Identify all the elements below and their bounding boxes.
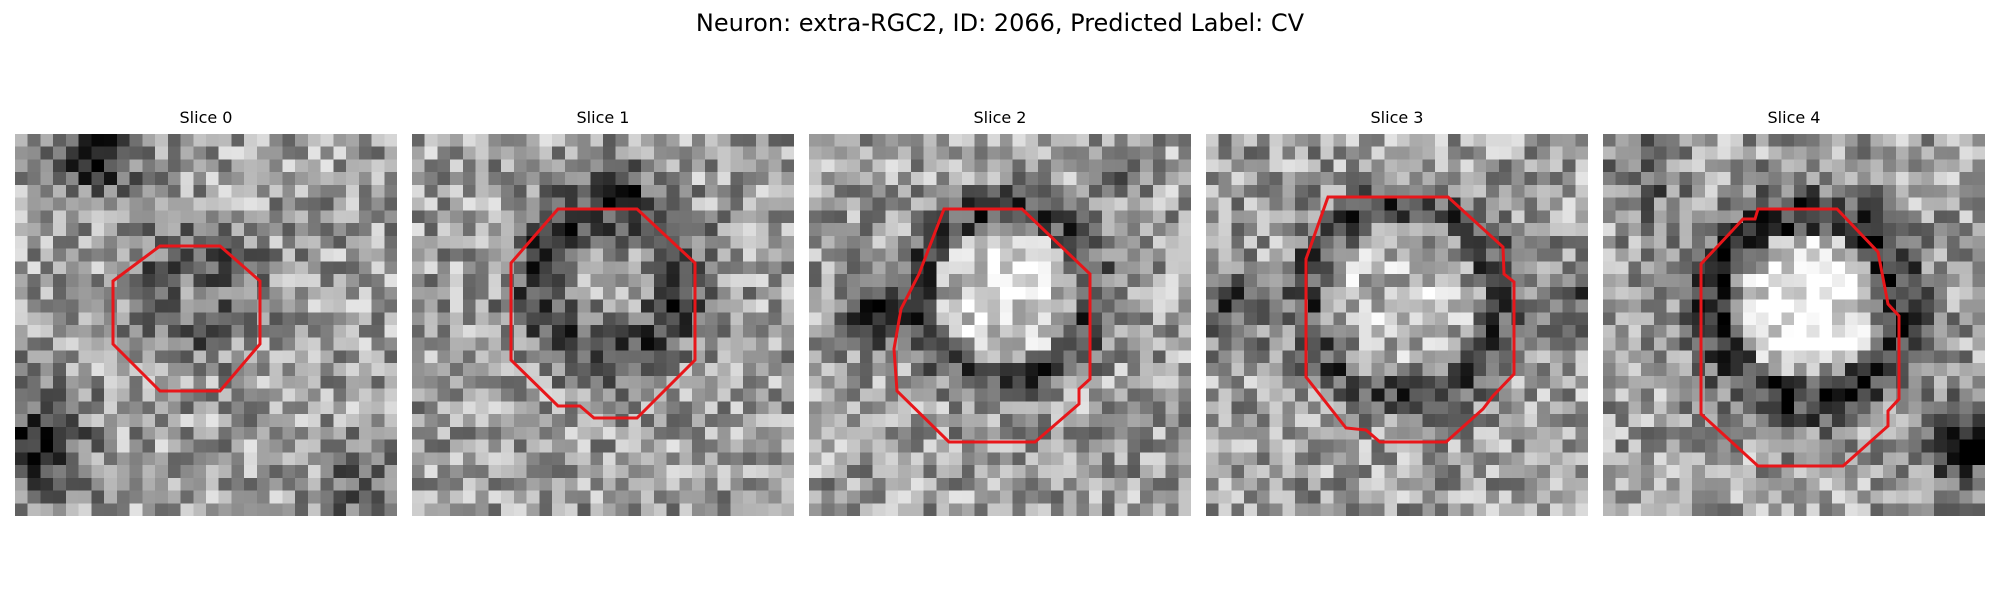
roi-outline: [1304, 195, 1516, 444]
microscopy-image: [1206, 134, 1588, 516]
slice-title: Slice 0: [179, 108, 233, 127]
slice-title: Slice 1: [576, 108, 630, 127]
microscopy-image: [809, 134, 1191, 516]
grayscale-slice-image: [1603, 134, 1985, 516]
slice-title: Slice 3: [1370, 108, 1424, 127]
slice-title: Slice 4: [1767, 108, 1821, 127]
roi-outline: [1699, 207, 1901, 468]
roi-outline: [111, 244, 262, 393]
slice-panel-4: Slice 4: [1603, 106, 1985, 516]
roi-outline: [892, 207, 1092, 444]
figure-title: Neuron: extra-RGC2, ID: 2066, Predicted …: [695, 9, 1305, 37]
grayscale-slice-image: [412, 134, 794, 516]
microscopy-image: [1603, 134, 1985, 516]
microscopy-image: [412, 134, 794, 516]
microscopy-image: [15, 134, 397, 516]
slice-panel-1: Slice 1: [412, 106, 794, 516]
roi-outline: [509, 207, 697, 420]
slice-panel-3: Slice 3: [1206, 106, 1588, 516]
slice-panel-2: Slice 2: [809, 106, 1191, 516]
grayscale-slice-image: [15, 134, 397, 516]
slice-title: Slice 2: [973, 108, 1027, 127]
slice-panel-0: Slice 0: [15, 106, 397, 516]
grayscale-slice-image: [809, 134, 1191, 516]
